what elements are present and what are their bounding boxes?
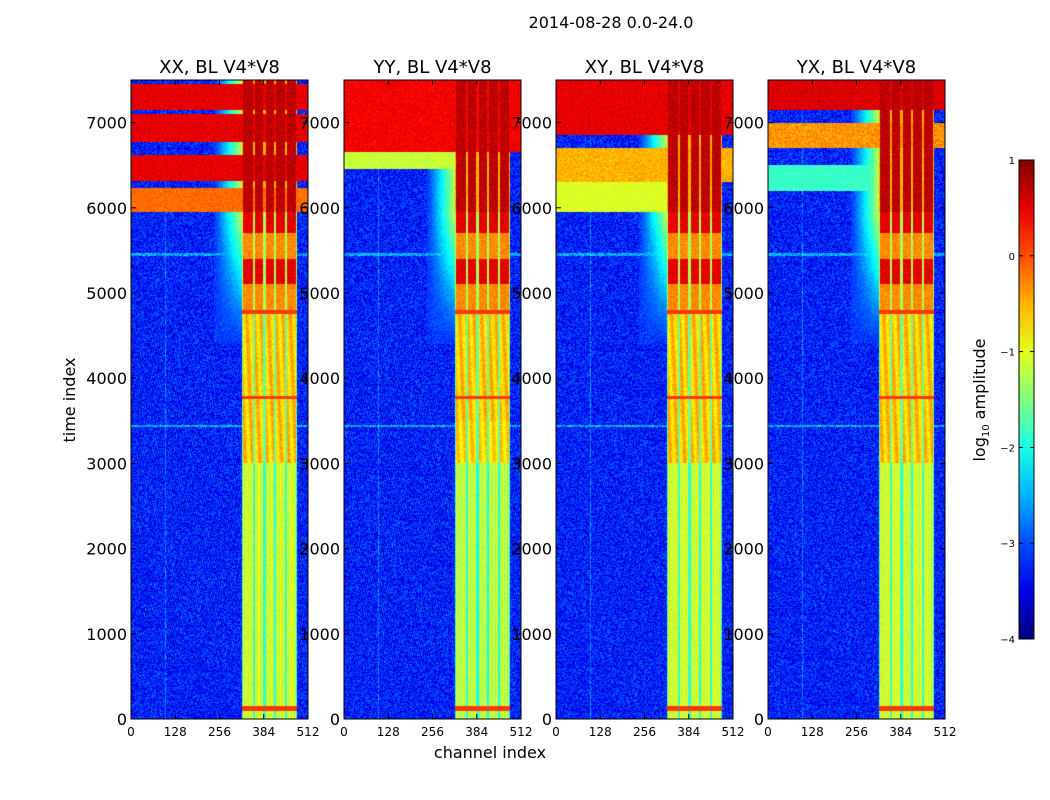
colorbar-label: log10 amplitude [970, 338, 992, 461]
panel-xy: XY, BL V4*V8 0 128 256 384 512 0 1000 2000 3000 40… [511, 57, 744, 739]
panels: XX, BL V4*V8 0 128 256 384 512 0 1000 2000 3000 40… [86, 57, 956, 739]
x-tick-label: 0 [552, 725, 560, 739]
x-tick-label: 128 [801, 725, 824, 739]
y-tick-label: 4000 [299, 369, 340, 388]
x-tick-label: 256 [208, 725, 231, 739]
colorbar-label-base: 10 [981, 424, 992, 437]
x-tick-label: 256 [633, 725, 656, 739]
x-tick-label: 128 [589, 725, 612, 739]
x-tick-label: 384 [465, 725, 488, 739]
y-tick-label: 1000 [723, 625, 764, 644]
panel-xx: XX, BL V4*V8 0 128 256 384 512 0 1000 2000 3000 40… [86, 57, 319, 739]
colorbar-tick-label: −4 [1000, 635, 1015, 646]
panel-title: XY, BL V4*V8 [585, 57, 704, 78]
x-tick-label: 384 [889, 725, 912, 739]
colorbar-tick-label: −2 [1000, 443, 1015, 454]
y-tick-label: 6000 [511, 199, 552, 218]
heatmap-yx [768, 80, 945, 719]
panel-title: YY, BL V4*V8 [372, 57, 491, 78]
y-tick-label: 2000 [86, 540, 127, 559]
y-tick-label: 7000 [299, 114, 340, 133]
x-tick-label: 384 [677, 725, 700, 739]
panel-yx: YX, BL V4*V8 0 128 256 384 512 0 1000 2000 3000 40… [723, 57, 956, 739]
heatmap-xx [131, 80, 308, 719]
panel-title: XX, BL V4*V8 [159, 57, 280, 78]
y-tick-label: 3000 [723, 454, 764, 473]
colorbar-gradient [1018, 159, 1035, 640]
y-tick-label: 3000 [299, 454, 340, 473]
colorbar-tick-label: −3 [1000, 539, 1015, 550]
y-tick-label: 4000 [86, 369, 127, 388]
y-tick-label: 6000 [723, 199, 764, 218]
panel-yy: YY, BL V4*V8 0 128 256 384 512 0 1000 2000 3000 40… [299, 57, 532, 739]
y-tick-label: 7000 [511, 114, 552, 133]
x-tick-label: 0 [340, 725, 348, 739]
x-tick-label: 512 [297, 725, 320, 739]
x-tick-label: 512 [934, 725, 957, 739]
y-axis-label: time index [60, 357, 79, 442]
y-tick-label: 4000 [723, 369, 764, 388]
y-tick-label: 0 [542, 710, 552, 729]
y-tick-label: 6000 [86, 199, 127, 218]
y-tick-label: 1000 [299, 625, 340, 644]
y-tick-label: 5000 [299, 284, 340, 303]
y-tick-label: 7000 [723, 114, 764, 133]
colorbar: 1 0 −1 −2 −3 −4 [1000, 156, 1035, 646]
x-tick-label: 128 [164, 725, 187, 739]
colorbar-label-suffix: amplitude [970, 338, 989, 424]
heatmap-xy [556, 80, 733, 719]
y-tick-label: 5000 [86, 284, 127, 303]
colorbar-tick-label: 1 [1009, 156, 1015, 167]
y-tick-label: 0 [330, 710, 340, 729]
panel-title: YX, BL V4*V8 [796, 57, 916, 78]
y-tick-label: 7000 [86, 114, 127, 133]
y-tick-label: 2000 [299, 540, 340, 559]
y-tick-label: 1000 [511, 625, 552, 644]
x-tick-label: 0 [764, 725, 772, 739]
y-tick-label: 4000 [511, 369, 552, 388]
x-tick-label: 0 [127, 725, 135, 739]
y-tick-label: 3000 [511, 454, 552, 473]
y-tick-label: 3000 [86, 454, 127, 473]
x-tick-label: 256 [421, 725, 444, 739]
colorbar-label-log: log [970, 437, 989, 461]
y-tick-label: 2000 [511, 540, 552, 559]
x-tick-label: 512 [722, 725, 745, 739]
x-tick-label: 256 [845, 725, 868, 739]
x-axis-label: channel index [434, 743, 546, 762]
figure-title: 2014-08-28 0.0-24.0 [529, 13, 694, 32]
y-tick-label: 6000 [299, 199, 340, 218]
y-tick-label: 5000 [511, 284, 552, 303]
y-tick-label: 2000 [723, 540, 764, 559]
x-tick-label: 512 [510, 725, 533, 739]
y-tick-label: 5000 [723, 284, 764, 303]
colorbar-tick-label: −1 [1000, 348, 1015, 359]
y-tick-label: 0 [754, 710, 764, 729]
colorbar-tick-label: 0 [1009, 252, 1015, 263]
y-tick-label: 0 [117, 710, 127, 729]
x-tick-label: 384 [252, 725, 275, 739]
heatmap-yy [344, 80, 521, 719]
y-tick-label: 1000 [86, 625, 127, 644]
x-tick-label: 128 [377, 725, 400, 739]
